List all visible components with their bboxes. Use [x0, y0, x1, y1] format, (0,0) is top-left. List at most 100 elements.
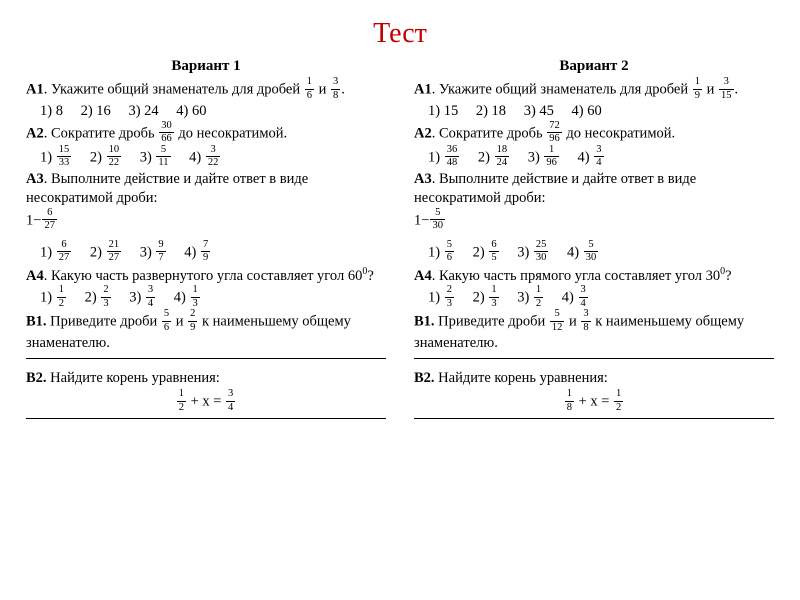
option: 1) 23	[428, 286, 455, 310]
q-text: . Укажите общий знаменатель для дробей	[44, 82, 304, 98]
q-label: B1.	[414, 314, 435, 330]
q-text: Приведите дроби	[435, 314, 549, 330]
fraction: 34	[579, 285, 588, 309]
fraction: 34	[146, 285, 155, 309]
q-label: B2.	[414, 370, 435, 386]
variant-1: Вариант 1 A1. Укажите общий знаменатель …	[26, 56, 386, 429]
fraction: 23	[101, 285, 110, 309]
q-b1: B1. Приведите дроби 512 и 38 к наименьше…	[414, 310, 774, 354]
q-a3: A3. Выполните действие и дайте ответ в в…	[26, 170, 386, 209]
q-a4-options: 1) 23 2) 13 3) 12 4) 34	[414, 286, 774, 310]
eq-mid: + x =	[579, 394, 610, 410]
fraction: 2530	[534, 240, 549, 264]
fraction: 512	[550, 309, 565, 333]
q-a1-options: 1) 8 2) 16 3) 24 4) 60	[26, 102, 386, 122]
fraction: 38	[581, 309, 590, 333]
q-label: A4	[414, 268, 432, 284]
expr-lead: 1−	[26, 212, 41, 228]
q-label: A2	[414, 125, 432, 141]
q-a4: A4. Какую часть прямого угла составляет …	[414, 265, 774, 286]
q-text: до несократимой.	[175, 125, 287, 141]
variant-2: Вариант 2 A1. Укажите общий знаменатель …	[414, 56, 774, 429]
fraction: 7296	[547, 121, 562, 145]
option: 2) 13	[473, 286, 500, 310]
fraction: 196	[544, 145, 559, 169]
fraction: 65	[489, 240, 498, 264]
option: 4) 60	[176, 102, 206, 122]
option: 3) 45	[524, 102, 554, 122]
fraction: 56	[162, 309, 171, 333]
q-a3-options: 1) 627 2) 2127 3) 97 4) 79	[26, 241, 386, 265]
fraction: 19	[693, 77, 702, 101]
q-label: B2.	[26, 370, 47, 386]
fraction: 13	[191, 285, 200, 309]
q-text: до несократимой.	[563, 125, 675, 141]
option: 1) 15	[428, 102, 458, 122]
option: 2) 1022	[90, 146, 122, 170]
option: 1) 627	[40, 241, 72, 265]
option: 2) 16	[81, 102, 111, 122]
variant-heading: Вариант 1	[26, 56, 386, 76]
option: 2) 18	[476, 102, 506, 122]
q-a4-options: 1) 12 2) 23 3) 34 4) 13	[26, 286, 386, 310]
and: и	[172, 314, 187, 330]
q-a2: A2. Сократите дробь 3066 до несократимой…	[26, 122, 386, 146]
q-label: A4	[26, 268, 44, 284]
fraction: 1022	[107, 145, 122, 169]
answer-line	[26, 418, 386, 419]
q-b2-equation: 12 + x = 34	[26, 390, 386, 414]
q-a3-expr: 1−530	[414, 209, 774, 233]
q-a3-options: 1) 56 2) 65 3) 2530 4) 530	[414, 241, 774, 265]
fraction: 322	[206, 145, 221, 169]
option: 3) 24	[128, 102, 158, 122]
fraction: 97	[156, 240, 165, 264]
fraction: 38	[331, 77, 340, 101]
columns: Вариант 1 A1. Укажите общий знаменатель …	[26, 56, 774, 429]
option: 2) 1824	[478, 146, 510, 170]
fraction: 18	[565, 389, 574, 413]
tail: .	[341, 82, 345, 98]
q-b1: B1. Приведите дроби 56 и 29 к наименьшем…	[26, 310, 386, 354]
q-a2-options: 1) 3648 2) 1824 3) 196 4) 34	[414, 146, 774, 170]
option: 1) 12	[40, 286, 67, 310]
answer-line	[414, 418, 774, 419]
q-text: . Сократите дробь	[44, 125, 159, 141]
option: 3) 97	[140, 241, 167, 265]
q-a3-expr: 1−627	[26, 209, 386, 233]
option: 4) 79	[184, 241, 211, 265]
page: Тест Вариант 1 A1. Укажите общий знамена…	[0, 0, 800, 600]
q-label: A1	[414, 82, 432, 98]
option: 2) 23	[85, 286, 112, 310]
fraction: 12	[534, 285, 543, 309]
q-text: . Выполните действие и дайте ответ в вид…	[26, 171, 308, 207]
fraction: 34	[594, 145, 603, 169]
option: 4) 322	[189, 146, 221, 170]
fraction: 627	[57, 240, 72, 264]
option: 2) 2127	[90, 241, 122, 265]
fraction: 3066	[159, 121, 174, 145]
q-label: A3	[26, 171, 44, 187]
and: и	[565, 314, 580, 330]
q-label: A1	[26, 82, 44, 98]
q-label: B1.	[26, 314, 47, 330]
q-b2-equation: 18 + x = 12	[414, 390, 774, 414]
fraction: 1533	[57, 145, 72, 169]
answer-line	[26, 358, 386, 359]
answer-line	[414, 358, 774, 359]
q-text: . Сократите дробь	[432, 125, 547, 141]
option: 3) 511	[140, 146, 172, 170]
q-a2: A2. Сократите дробь 7296 до несократимой…	[414, 122, 774, 146]
q-a2-options: 1) 1533 2) 1022 3) 511 4) 322	[26, 146, 386, 170]
fraction: 12	[614, 389, 623, 413]
fraction: 29	[188, 309, 197, 333]
fraction: 12	[57, 285, 66, 309]
q-text: Приведите дроби	[47, 314, 161, 330]
option: 3) 196	[528, 146, 560, 170]
q-text: . Укажите общий знаменатель для дробей	[432, 82, 692, 98]
fraction: 34	[226, 389, 235, 413]
option: 1) 1533	[40, 146, 72, 170]
option: 3) 2530	[517, 241, 549, 265]
q-text: . Выполните действие и дайте ответ в вид…	[414, 171, 696, 207]
option: 4) 34	[578, 146, 605, 170]
option: 1) 56	[428, 241, 455, 265]
